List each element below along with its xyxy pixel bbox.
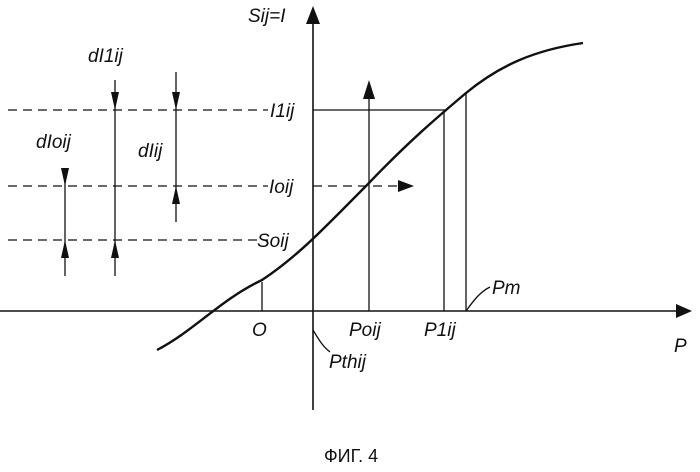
label-x-axis: P — [674, 336, 687, 357]
x-axis-arrowhead — [676, 304, 692, 318]
label-dIoij: dIoij — [36, 132, 72, 153]
label-Pm: Pm — [492, 278, 521, 299]
y-axis-arrowhead — [306, 6, 320, 24]
vertical-arrow-Poij-head — [363, 80, 375, 99]
label-Ioij: Ioij — [269, 177, 294, 198]
label-dI1ij: dI1ij — [88, 46, 124, 67]
leader-Pthij — [313, 330, 330, 352]
label-Pthij: Pthij — [329, 352, 367, 373]
label-P1ij: P1ij — [424, 320, 456, 341]
label-y-axis: Sij=I — [248, 6, 286, 27]
leader-Pm — [466, 287, 490, 311]
dimension-dIoij — [61, 168, 69, 276]
figure-caption: ФИГ. 4 — [324, 446, 378, 466]
label-dIij: dIij — [138, 141, 163, 162]
dashed-arrow-Ioij-head — [398, 180, 414, 192]
label-O: O — [252, 320, 267, 341]
label-I1ij: I1ij — [270, 101, 295, 122]
dimension-dIij — [172, 72, 180, 222]
label-Poij: Poij — [349, 320, 381, 341]
label-Soij: Soij — [257, 231, 289, 252]
